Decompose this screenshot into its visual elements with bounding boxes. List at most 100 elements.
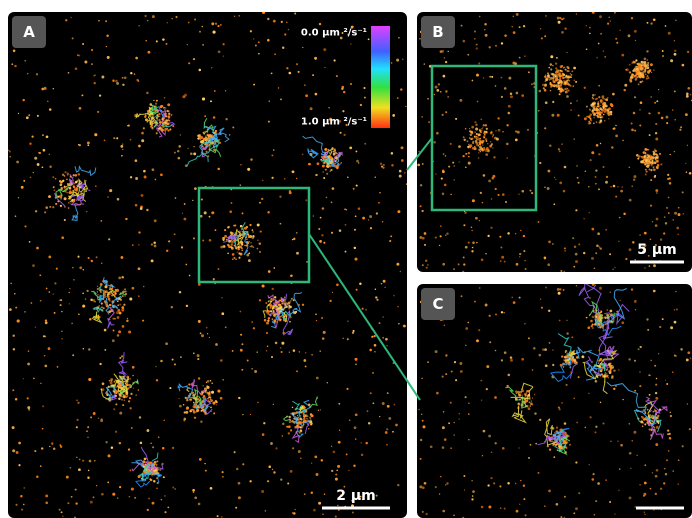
localization (634, 360, 636, 362)
localization (305, 352, 306, 353)
localization (82, 43, 84, 45)
localization (463, 263, 465, 265)
localization (88, 348, 90, 350)
localization (234, 225, 236, 227)
localization (203, 395, 205, 397)
localization (623, 213, 625, 215)
localization (134, 73, 135, 74)
localization (595, 380, 598, 383)
localization (480, 119, 482, 121)
localization (634, 300, 637, 303)
localization (101, 306, 103, 308)
localization (528, 407, 531, 410)
localization (690, 357, 692, 359)
localization (356, 160, 359, 163)
localization (156, 460, 158, 462)
localization (481, 506, 484, 509)
localization (14, 293, 15, 294)
localization (563, 82, 566, 85)
localization (658, 89, 659, 90)
localization (501, 96, 503, 98)
localization (122, 149, 123, 150)
localization (476, 339, 479, 342)
localization (374, 335, 376, 337)
localization (521, 94, 524, 97)
localization (61, 338, 62, 339)
localization (517, 131, 520, 134)
localization (121, 355, 123, 357)
localization (187, 44, 188, 45)
localization (215, 23, 217, 25)
localization (628, 423, 630, 425)
localization (225, 326, 227, 328)
localization (332, 187, 335, 190)
localization (34, 450, 36, 452)
localization (53, 448, 56, 451)
localization (200, 215, 203, 218)
localization (556, 75, 558, 77)
localization (586, 106, 588, 108)
localization (655, 392, 657, 394)
localization (165, 128, 168, 131)
localization (469, 128, 470, 129)
localization (248, 241, 250, 243)
localization (474, 31, 476, 33)
localization (337, 465, 340, 468)
localization (106, 46, 107, 47)
localization (595, 183, 597, 185)
localization (563, 366, 565, 368)
localization (442, 193, 445, 196)
localization (188, 62, 190, 64)
localization (158, 113, 160, 115)
localization (467, 54, 469, 56)
localization (109, 300, 110, 301)
localization (52, 176, 54, 178)
localization (375, 289, 376, 290)
localization (370, 392, 372, 394)
localization (633, 175, 636, 178)
localization (535, 443, 537, 445)
localization (15, 215, 16, 216)
localization (600, 143, 601, 144)
localization (235, 507, 237, 509)
localization (234, 16, 235, 17)
localization (355, 150, 357, 152)
localization (253, 327, 255, 329)
localization (222, 312, 225, 315)
localization (49, 291, 51, 293)
localization (109, 289, 110, 290)
localization (612, 128, 613, 129)
localization (558, 148, 560, 150)
localization (336, 283, 339, 286)
localization (248, 259, 251, 262)
localization (235, 247, 237, 249)
localization (521, 358, 524, 361)
localization (516, 13, 519, 16)
localization (595, 176, 597, 178)
localization (648, 112, 650, 114)
localization (342, 110, 344, 112)
localization (453, 514, 455, 516)
localization (134, 497, 136, 499)
localization (109, 304, 111, 306)
localization (262, 285, 265, 288)
localization (519, 26, 521, 28)
localization (18, 113, 19, 114)
localization (162, 38, 164, 40)
localization (421, 378, 422, 379)
localization (215, 229, 217, 231)
localization (653, 411, 655, 413)
localization (33, 378, 35, 380)
localization (458, 263, 460, 265)
localization (478, 62, 480, 64)
localization (308, 163, 310, 165)
localization (632, 241, 634, 243)
localization (221, 516, 223, 518)
localization (82, 293, 84, 295)
localization (29, 143, 31, 145)
localization (112, 339, 115, 342)
localization (670, 415, 672, 417)
localization (373, 402, 375, 404)
localization (645, 173, 647, 175)
localization (128, 400, 130, 402)
